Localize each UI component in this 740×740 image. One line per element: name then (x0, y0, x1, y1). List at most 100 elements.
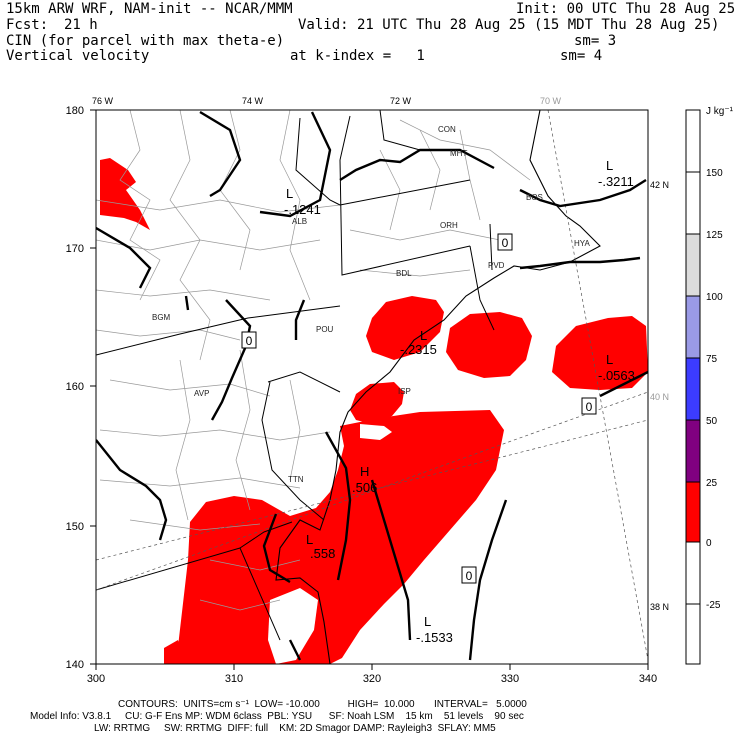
field1-smoothing: sm= 3 (574, 33, 617, 49)
colorbar-label: 75 (706, 354, 718, 365)
colorbar-segment (685, 109, 701, 173)
place-label: AVP (194, 389, 209, 398)
place-label: ORH (440, 221, 458, 230)
extremum-value: -.1241 (284, 202, 321, 217)
low-marker: L (606, 352, 613, 367)
x-tick-label: 330 (501, 673, 519, 685)
place-label: POU (316, 325, 334, 334)
colorbar-segment (685, 541, 701, 605)
colorbar-labels: 150 125 100 75 50 25 0 -25 (706, 168, 723, 611)
y-tick-label: 170 (66, 243, 84, 255)
lat-label: 42 N (650, 180, 669, 190)
place-names: CON MHT ORH BDL PVD BOS HYA ALB BGM POU … (152, 125, 591, 484)
colorbar-label: 25 (706, 478, 718, 489)
y-tick-label: 140 (66, 659, 84, 671)
place-label: BOS (526, 193, 543, 202)
x-tick-labels: 300 310 320 330 340 (87, 673, 657, 685)
colorbar-segment (685, 481, 701, 543)
contour-label: 0 (466, 569, 473, 583)
low-marker: L (286, 186, 293, 201)
place-label: ISP (398, 387, 411, 396)
contour-label: 0 (246, 334, 253, 348)
x-tick-label: 340 (639, 673, 657, 685)
colorbar-label: 125 (706, 230, 723, 241)
graticule (96, 110, 648, 661)
y-tick-label: 180 (66, 105, 84, 117)
water-cutouts (268, 424, 392, 664)
field2-smoothing: sm= 4 (560, 48, 603, 64)
contours-info: CONTOURS: UNITS=cm s⁻¹ LOW= -10.000 HIGH… (118, 699, 527, 710)
lat-label: 38 N (650, 602, 669, 612)
coastline (275, 110, 601, 664)
fcst-value: 21 h (64, 17, 98, 33)
model-title: 15km ARW WRF, NAM-init -- NCAR/MMM (6, 1, 293, 17)
lat-label: 40 N (650, 392, 669, 402)
model-info-2: LW: RRTMG SW: RRTMG DIFF: full KM: 2D Sm… (94, 723, 496, 734)
axis-ticks (90, 109, 649, 670)
field2-name: Vertical velocity (6, 48, 150, 64)
y-tick-label: 150 (66, 521, 84, 533)
extrema-labels: L -.1241 L -.3211 L -.2315 L -.0563 H .5… (284, 158, 635, 645)
place-label: PVD (488, 261, 505, 270)
colorbar: J kg⁻¹ 150 125 100 75 50 25 0 -25 (685, 106, 734, 665)
low-marker: L (606, 158, 613, 173)
place-label: BDL (396, 269, 412, 278)
extremum-value: -.1533 (416, 630, 453, 645)
x-tick-label: 310 (225, 673, 243, 685)
valid-time: Valid: 21 UTC Thu 28 Aug 25 (15 MDT Thu … (298, 17, 720, 33)
low-marker: L (306, 532, 313, 547)
y-tick-labels: 180 170 160 150 140 (66, 105, 84, 671)
map-area (96, 110, 648, 664)
colorbar-label: 100 (706, 292, 723, 303)
cin-region (176, 410, 504, 664)
lon-label: 72 W (390, 96, 412, 106)
colorbar-segment (685, 357, 701, 421)
contour-label: 0 (502, 236, 509, 250)
cin-fill-regions (100, 158, 648, 664)
init-time: Init: 00 UTC Thu 28 Aug 25 (516, 1, 736, 17)
extremum-value: .558 (310, 546, 335, 561)
cin-region (366, 296, 444, 360)
colorbar-label: 50 (706, 416, 718, 427)
colorbar-unit: J kg⁻¹ (706, 106, 734, 117)
colorbar-label: -25 (706, 600, 721, 611)
y-tick-label: 160 (66, 381, 84, 393)
colorbar-segment (685, 171, 701, 235)
lon-label: 70 W (540, 96, 562, 106)
low-marker: L (420, 328, 427, 343)
colorbar-label: 150 (706, 168, 723, 179)
lon-label: 74 W (242, 96, 264, 106)
cin-region (350, 382, 404, 424)
fcst-label: Fcst: (6, 17, 49, 33)
cin-region (164, 640, 186, 664)
extremum-value: -.0563 (598, 368, 635, 383)
extremum-value: -.2315 (400, 342, 437, 357)
colorbar-segment (685, 233, 701, 297)
place-label: MHT (450, 149, 467, 158)
state-boundaries (96, 110, 495, 641)
contour-label: 0 (586, 400, 593, 414)
field2-level: at k-index = 1 (290, 48, 425, 64)
extremum-value: -.3211 (598, 174, 634, 189)
colorbar-segment (685, 295, 701, 359)
lon-label: 76 W (92, 96, 114, 106)
x-tick-label: 300 (87, 673, 105, 685)
high-marker: H (360, 464, 369, 479)
field1-name: CIN (for parcel with max theta-e) (6, 33, 285, 49)
place-label: ALB (292, 217, 307, 226)
cin-region (446, 312, 532, 378)
extremum-value: .506 (352, 480, 377, 495)
contour-zero-labels: 0 0 0 0 (241, 233, 597, 584)
place-label: TTN (288, 475, 304, 484)
cin-region (552, 316, 648, 390)
colorbar-label: 0 (706, 538, 712, 549)
place-label: BGM (152, 313, 171, 322)
colorbar-segment (685, 603, 701, 665)
colorbar-segment (685, 419, 701, 483)
graticule-labels: 76 W 74 W 72 W 70 W 42 N 40 N 38 N (92, 96, 669, 612)
place-label: HYA (574, 239, 591, 248)
cin-region (100, 158, 150, 230)
model-info: Model Info: V3.8.1 CU: G-F Ens MP: WDM 6… (30, 711, 524, 722)
x-tick-label: 320 (363, 673, 381, 685)
